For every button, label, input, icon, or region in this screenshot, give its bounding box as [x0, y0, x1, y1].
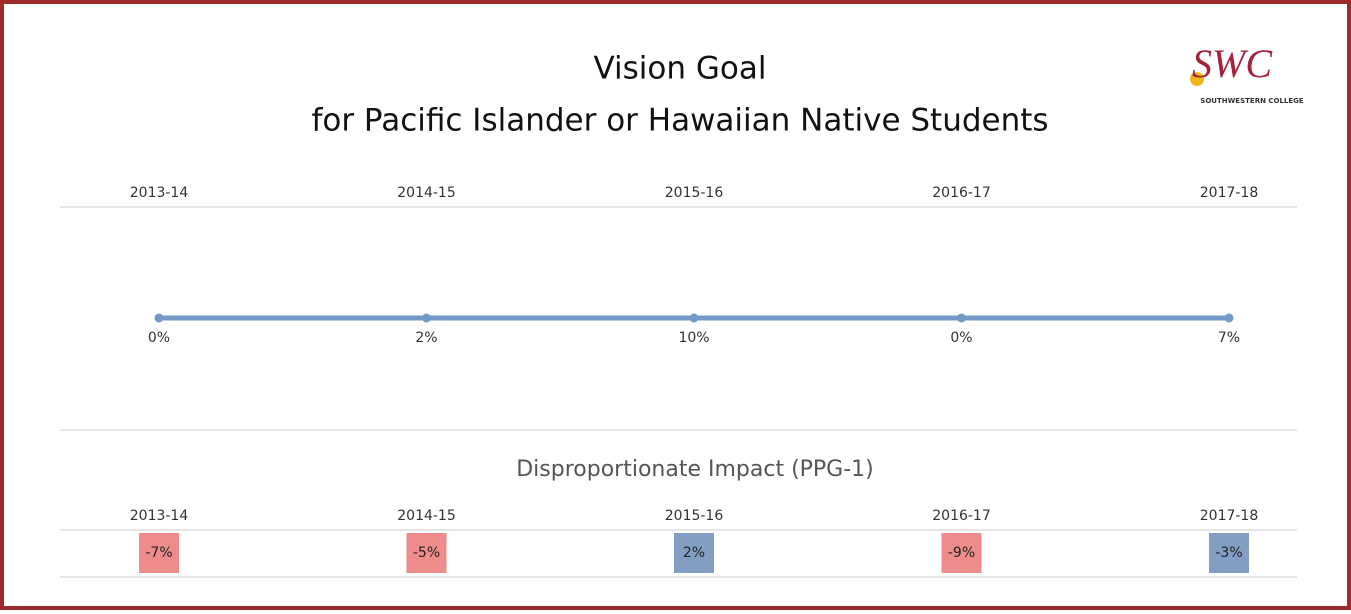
cell-label: -3% [1215, 545, 1242, 561]
column-label: 2016-17 [932, 508, 991, 524]
value-label: 2% [415, 330, 437, 346]
column-label: 2014-15 [397, 508, 456, 524]
cell-label: -5% [413, 545, 440, 561]
column-label: 2017-18 [1200, 508, 1259, 524]
cell [139, 533, 179, 573]
cell [674, 533, 714, 573]
logo-caption: SOUTHWESTERN COLLEGE [1200, 97, 1304, 105]
cell [1209, 533, 1249, 573]
x-tick-label: 2013-14 [130, 185, 189, 201]
point [422, 313, 431, 323]
value-label: 0% [148, 330, 170, 346]
cell-label: -9% [948, 545, 975, 561]
point [154, 313, 164, 323]
point [1224, 313, 1234, 323]
value-label: 0% [950, 330, 972, 346]
point [689, 313, 699, 323]
x-tick-label: 2017-18 [1200, 185, 1259, 201]
cell [941, 533, 982, 573]
title: Vision Goal [594, 51, 767, 87]
logo-sun [1190, 72, 1204, 86]
column-label: 2015-16 [665, 508, 724, 524]
table-title: Disproportionate Impact (PPG-1) [516, 457, 874, 482]
x-tick-label: 2015-16 [665, 185, 724, 201]
cell-label: -7% [145, 545, 172, 561]
column-label: 2013-14 [130, 508, 189, 524]
x-tick-label: 2014-15 [397, 185, 456, 201]
cell-label: 2% [683, 545, 705, 561]
value-label: 10% [678, 330, 709, 346]
logo-text: SWC [1192, 41, 1273, 86]
subtitle: for Pacific Islander or Hawaiian Native … [311, 103, 1048, 139]
value-label: 7% [1218, 330, 1240, 346]
point [957, 313, 966, 323]
x-tick-label: 2016-17 [932, 185, 991, 201]
cell [406, 533, 447, 573]
